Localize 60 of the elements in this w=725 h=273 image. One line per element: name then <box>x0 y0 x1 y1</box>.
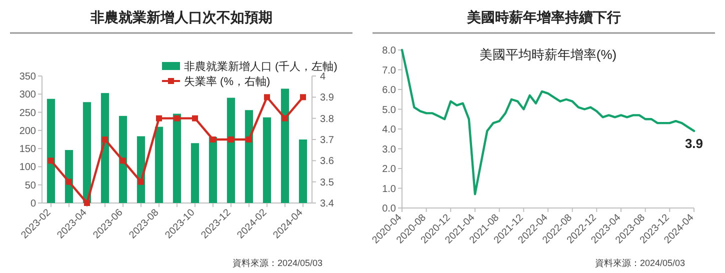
bar <box>262 117 272 203</box>
y-tick-label: 8.0 <box>382 46 396 56</box>
bar <box>226 98 236 203</box>
y2-tick-label: 3.8 <box>320 114 334 125</box>
y-tick-label: 150 <box>19 144 36 156</box>
bar <box>118 116 128 203</box>
point <box>246 136 252 142</box>
bar <box>46 98 56 203</box>
point <box>120 158 126 164</box>
point <box>156 115 162 122</box>
point <box>48 158 54 164</box>
point <box>138 178 144 185</box>
point <box>210 136 216 142</box>
y2-tick-label: 3.4 <box>320 198 334 210</box>
y-tick-label: 200 <box>19 126 36 137</box>
chart-title: 非農就業新增人口次不如預期 <box>89 9 272 25</box>
y-tick-label: 3.0 <box>382 144 396 156</box>
y-tick-label: 0 <box>30 198 36 210</box>
bar <box>208 136 218 203</box>
source-note: 資料來源：2024/05/03 <box>232 258 322 268</box>
y-tick-label: 1.0 <box>382 184 396 195</box>
point <box>174 115 180 122</box>
point <box>228 136 234 142</box>
y2-tick-label: 3.9 <box>320 92 334 104</box>
y-tick-label: 5.0 <box>382 104 396 116</box>
point <box>264 94 270 100</box>
y2-tick-label: 3.6 <box>320 156 334 168</box>
y2-tick-label: 3.7 <box>320 135 334 146</box>
y-tick-label: 250 <box>19 108 36 119</box>
bar <box>298 140 308 203</box>
y-tick-label: 350 <box>19 72 36 82</box>
point <box>300 94 306 100</box>
legend-label: 失業率 (%，右軸) <box>184 75 270 88</box>
bar <box>244 110 254 203</box>
point <box>84 200 90 206</box>
bar <box>280 88 290 203</box>
point <box>192 115 198 122</box>
y-tick-label: 0.0 <box>382 204 396 214</box>
y-tick-label: 50 <box>24 180 36 192</box>
chart-title: 美國時薪年增率持續下行 <box>466 9 621 25</box>
y-tick-label: 7.0 <box>382 65 396 76</box>
source-note: 資料來源：2024/05/03 <box>594 258 685 268</box>
bar <box>82 102 92 203</box>
y-tick-label: 2.0 <box>382 164 396 175</box>
point <box>66 178 72 185</box>
chart-subtitle: 美國平均時薪年增率(%) <box>479 47 617 62</box>
bar <box>172 114 182 203</box>
bar <box>100 93 110 203</box>
y-tick-label: 300 <box>19 90 36 101</box>
bar <box>190 143 200 203</box>
y-tick-label: 6.0 <box>382 85 396 96</box>
bar <box>154 126 164 203</box>
y2-tick-label: 3.5 <box>320 177 334 188</box>
point <box>102 136 108 142</box>
legend-label: 非農就業新增人口 (千人，左軸) <box>184 60 338 73</box>
point <box>282 115 288 122</box>
y-tick-label: 100 <box>19 162 36 174</box>
annotation: 3.9 <box>684 136 704 151</box>
y-tick-label: 4.0 <box>382 124 396 136</box>
y2-tick-label: 4 <box>320 72 326 82</box>
